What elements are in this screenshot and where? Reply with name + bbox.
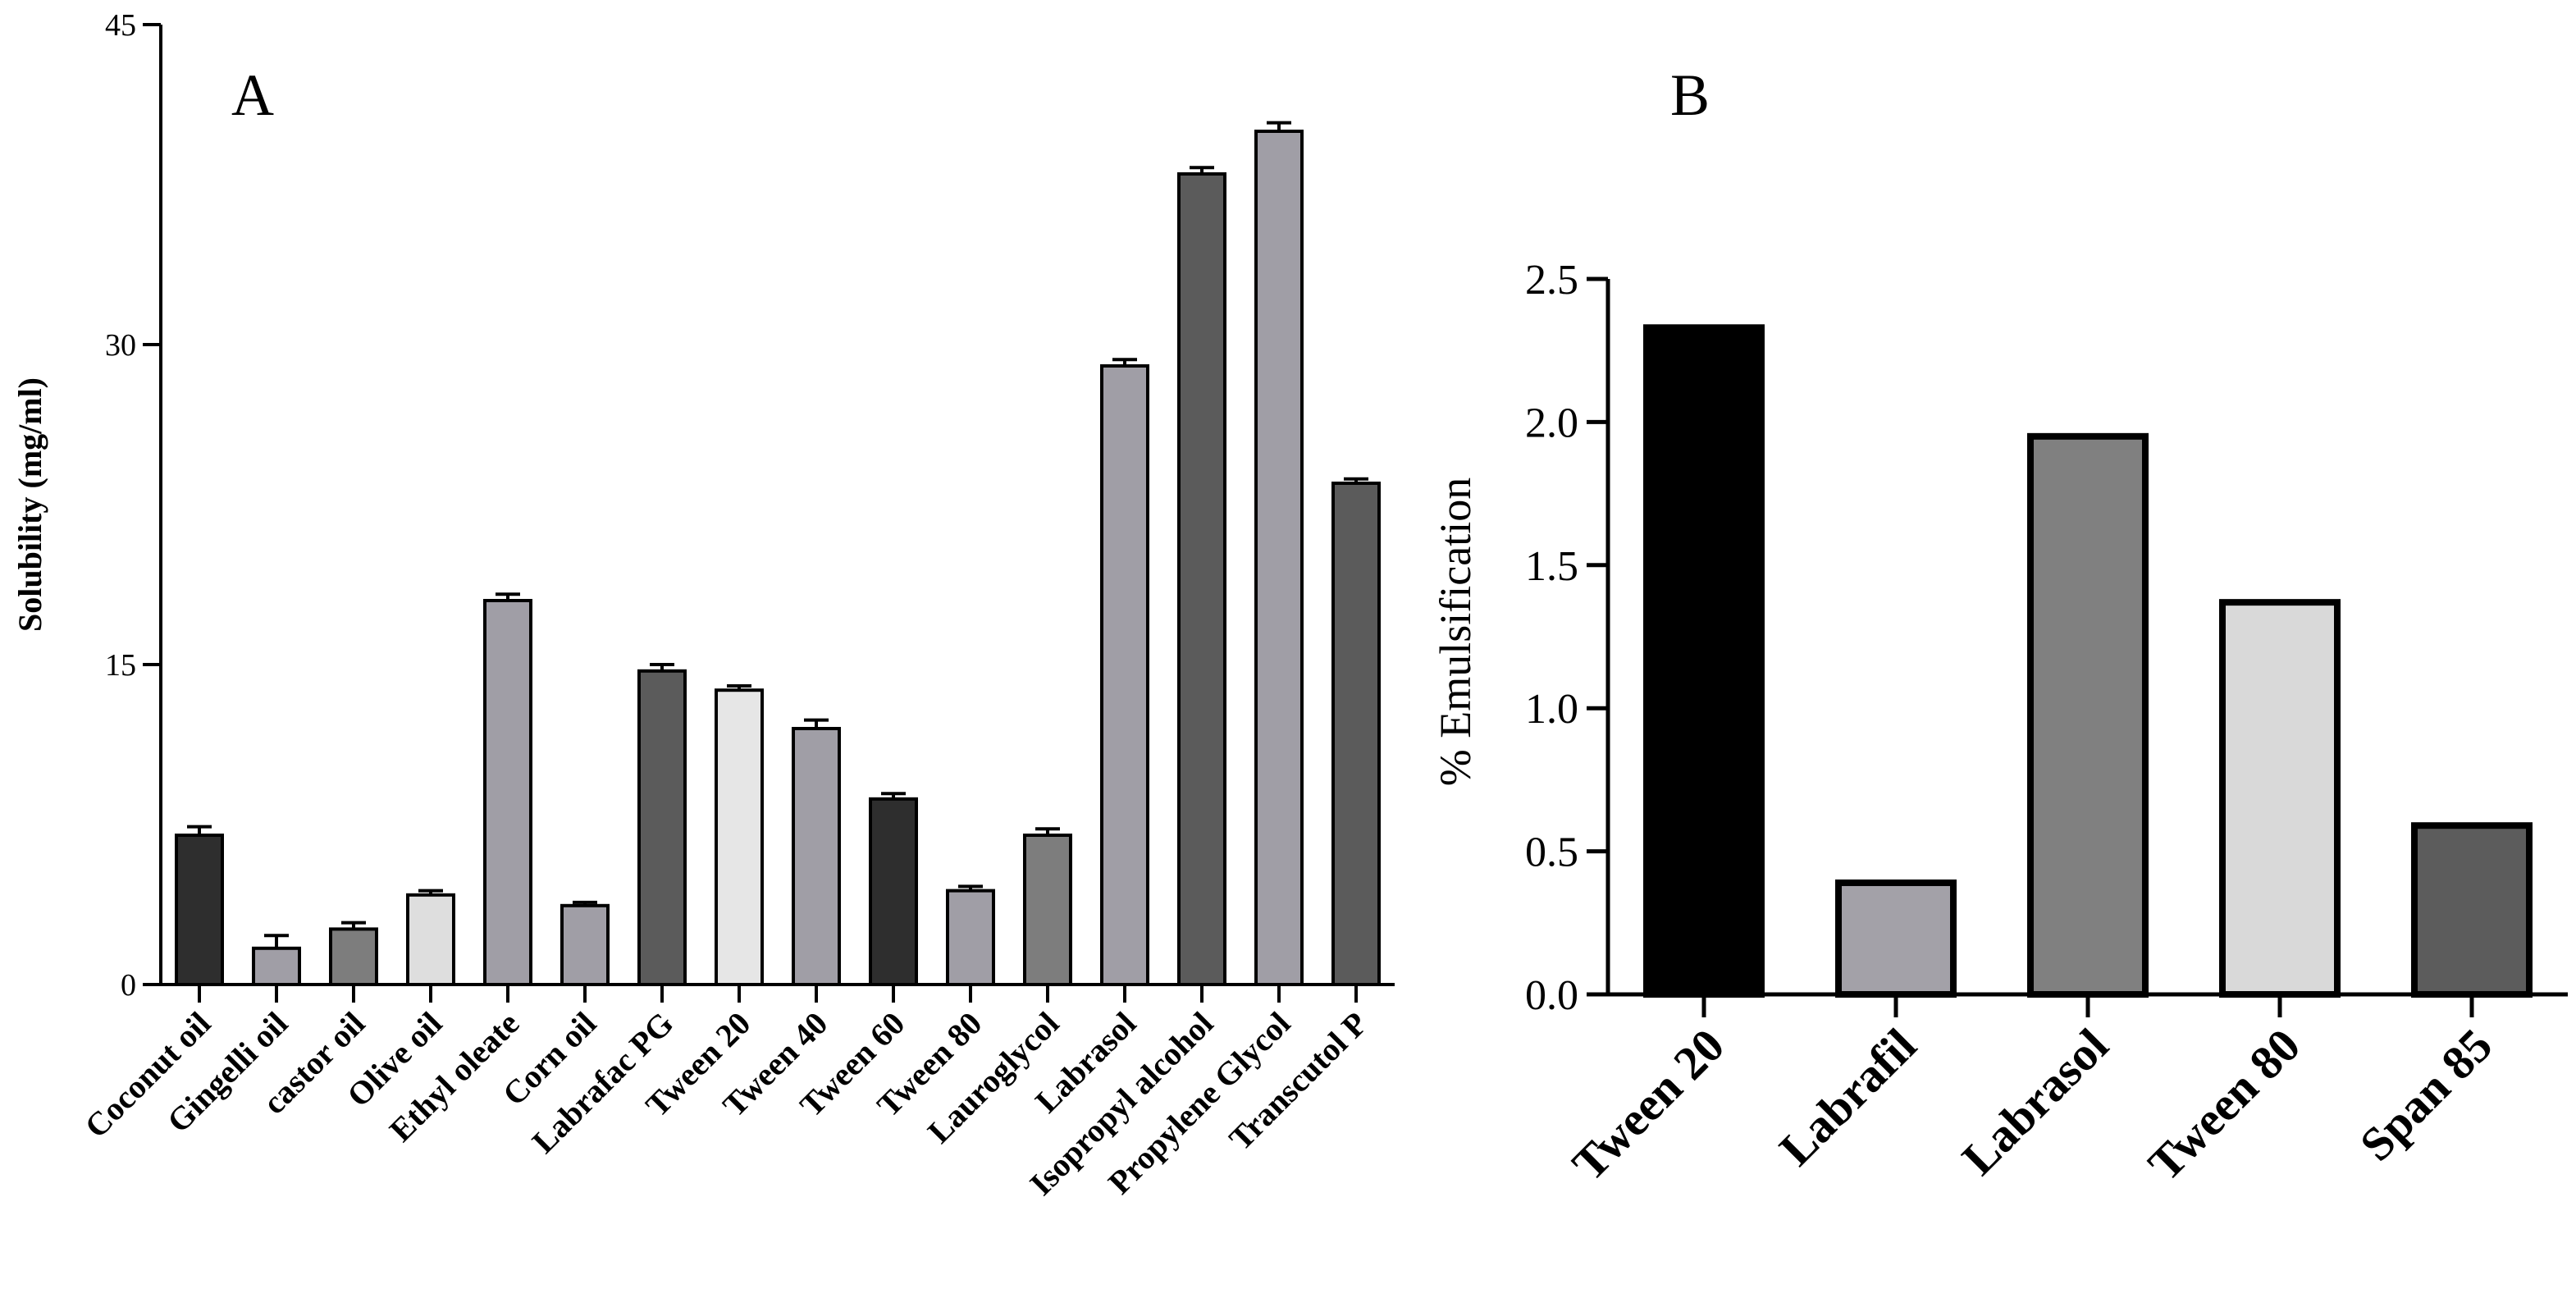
category-label-4: Span 85 — [2350, 1018, 2502, 1171]
y-tick-label-4: 2.0 — [1525, 400, 1578, 446]
bar-12 — [1100, 364, 1149, 986]
panel-b-emulsification-chart: B % Emulsification Tween 20 Labrafil Labraso… — [1431, 62, 2568, 1191]
y-tick-label-0: 0 — [121, 968, 136, 1003]
bar-4 — [2411, 822, 2533, 998]
bar-6 — [637, 669, 687, 986]
panel-letter-a: A — [231, 62, 274, 128]
bar-2 — [2027, 432, 2149, 998]
bar-15 — [1331, 482, 1381, 986]
bar-11 — [1023, 834, 1072, 986]
category-label-1: Labrafil — [1769, 1018, 1926, 1176]
bar-0 — [1643, 324, 1765, 998]
bar-1 — [252, 946, 301, 987]
bar-2 — [329, 927, 378, 987]
bar-3 — [406, 893, 455, 987]
y-tick-label-0: 0.0 — [1525, 972, 1578, 1019]
bar-3 — [2219, 599, 2341, 998]
bar-1 — [1835, 879, 1957, 998]
y-tick-label-2: 1.0 — [1525, 686, 1578, 733]
y-tick-label-1: 15 — [105, 648, 136, 683]
category-label-3: Tween 80 — [2138, 1018, 2310, 1190]
y-tick-label-5: 2.5 — [1525, 257, 1578, 304]
y-tick-label-3: 45 — [105, 8, 136, 43]
bar-7 — [715, 688, 764, 986]
bar-8 — [792, 727, 841, 986]
bar-4 — [483, 599, 532, 986]
bar-14 — [1254, 130, 1304, 986]
category-label-0: Tween 20 — [1562, 1018, 1734, 1190]
y-tick-label-2: 30 — [105, 328, 136, 363]
y-tick-label-3: 1.5 — [1525, 543, 1578, 590]
bar-10 — [946, 889, 995, 986]
y-tick-label-1: 0.5 — [1525, 829, 1578, 876]
panel-letter-b: B — [1670, 62, 1710, 128]
y-axis-title: % Emulsification — [1431, 478, 1480, 786]
bar-5 — [560, 903, 610, 987]
bar-9 — [869, 797, 918, 986]
y-axis-title: Solubility (mg/ml) — [11, 377, 48, 632]
category-label-2: Labrasol — [1952, 1018, 2118, 1185]
bar-0 — [175, 834, 224, 986]
bar-13 — [1177, 172, 1226, 986]
